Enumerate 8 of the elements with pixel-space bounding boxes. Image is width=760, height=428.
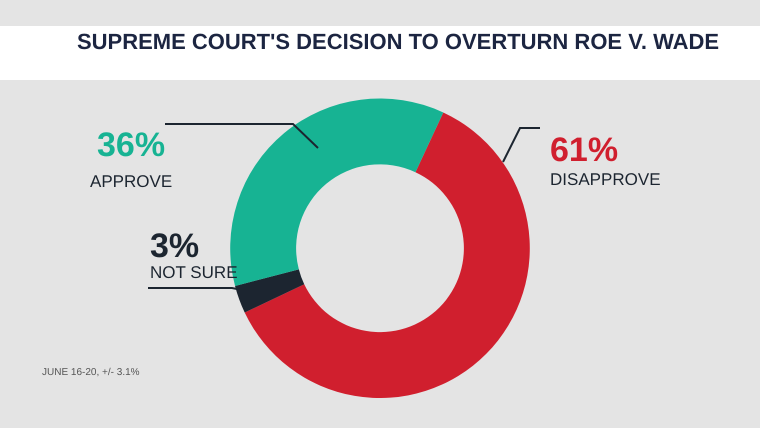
data-label: 61%	[550, 131, 618, 169]
data-label: 36%	[97, 126, 166, 164]
data-label: 3%	[150, 227, 200, 265]
chart-title: SUPREME COURT'S DECISION TO OVERTURN ROE V. WADE	[77, 29, 720, 54]
text: JUNE 16-20, +/- 3.1%	[42, 367, 140, 378]
slice-label: APPROVE	[90, 172, 172, 191]
slice-label: DISAPPROVE	[550, 170, 661, 189]
donut-slice	[244, 112, 530, 398]
